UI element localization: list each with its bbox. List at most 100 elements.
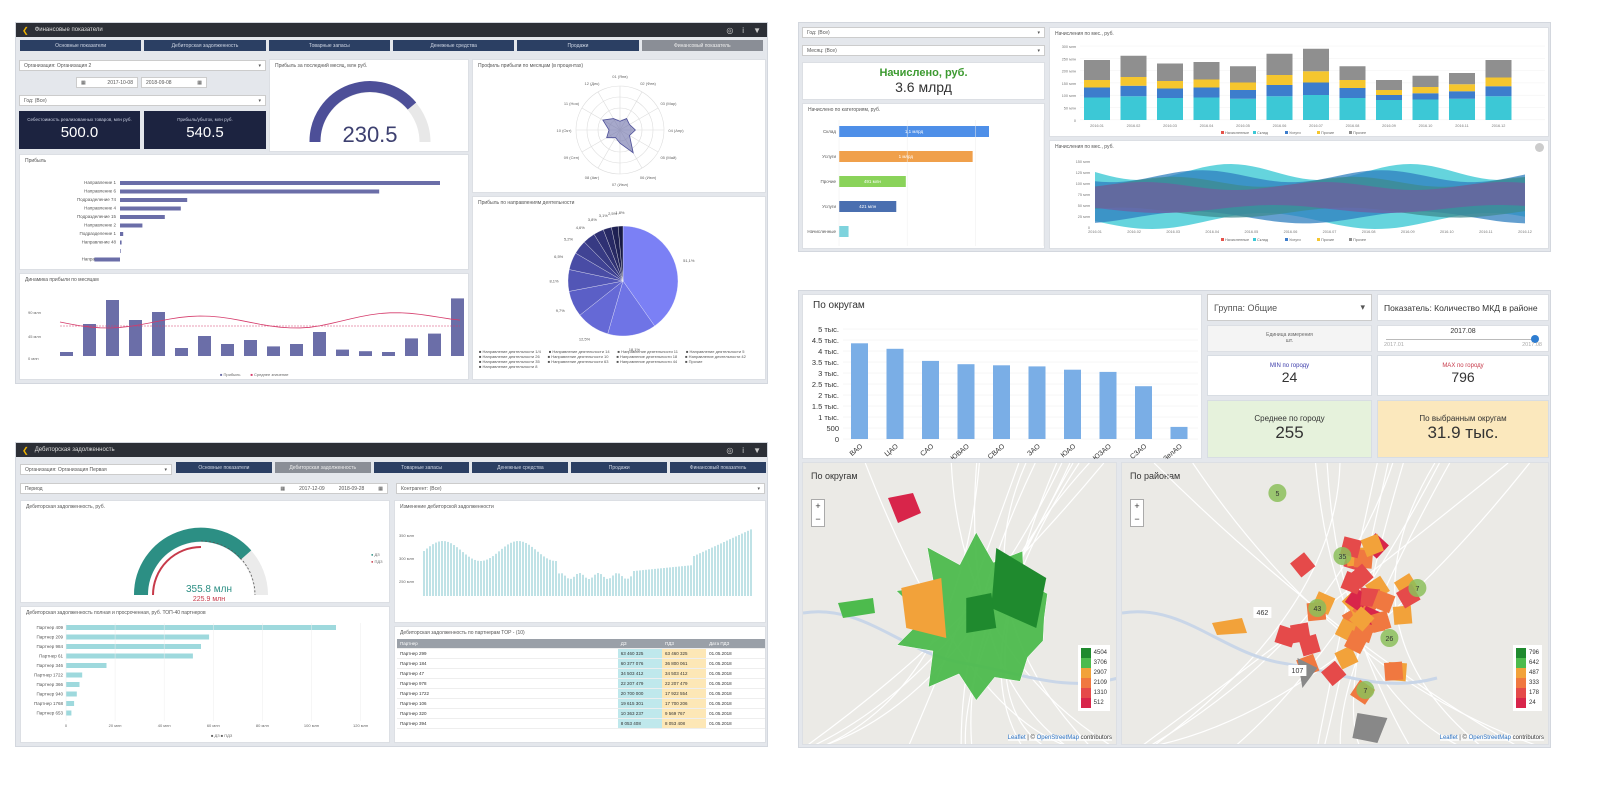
trend-bar bbox=[741, 534, 743, 596]
road bbox=[1153, 463, 1529, 745]
tab-receivables[interactable]: Дебиторская задолженность bbox=[144, 40, 265, 51]
kpi-cost-label: Себестоимость реализованных товаров, млн… bbox=[19, 111, 140, 122]
zoom-out-button[interactable]: − bbox=[812, 513, 824, 526]
date-to-value[interactable]: 2018-09-28 bbox=[339, 486, 365, 492]
x-tick: 40 млн bbox=[158, 723, 171, 728]
stack-x-tick: 2016.03 bbox=[1163, 124, 1177, 128]
period-select[interactable]: Год: (Все) ▾ bbox=[19, 95, 266, 106]
unit-value: шт. bbox=[1208, 338, 1371, 344]
legend-swatch bbox=[1081, 688, 1091, 698]
radar-label: 05 (Май) bbox=[660, 155, 677, 160]
stack-segment bbox=[1194, 88, 1220, 98]
zoom-in-button[interactable]: + bbox=[1131, 500, 1143, 513]
legend-row: 642 bbox=[1516, 658, 1539, 668]
area-shape bbox=[1352, 713, 1387, 743]
stack-segment bbox=[1230, 99, 1256, 120]
stack-segment bbox=[1449, 91, 1475, 99]
pie-legend-item: ■ Прочие bbox=[685, 359, 702, 364]
tab-inventory[interactable]: Товарные запасы bbox=[269, 40, 390, 51]
trend-bar bbox=[615, 573, 617, 596]
calendar-icon: ▦ bbox=[197, 80, 202, 86]
tab-main[interactable]: Основные показатели bbox=[176, 462, 272, 473]
partner-bar bbox=[66, 673, 82, 678]
bar-label: Подразделение 1 bbox=[79, 231, 116, 236]
period-field[interactable]: Период ▦ 2017-12-09 2018-09-28 ▦ bbox=[20, 483, 388, 494]
tab-sales[interactable]: Продажи bbox=[571, 462, 667, 473]
leaflet-link[interactable]: Leaflet bbox=[1440, 735, 1458, 741]
trend-bar bbox=[693, 556, 695, 596]
settings-icon[interactable] bbox=[1535, 143, 1544, 152]
zoom-in-button[interactable]: + bbox=[812, 500, 824, 513]
legend-label: 178 bbox=[1529, 690, 1539, 696]
trend-bar bbox=[747, 531, 749, 596]
stream-x-tick: 2016.08 bbox=[1362, 230, 1376, 234]
trend-bar bbox=[663, 568, 665, 596]
map-areas[interactable]: По районам 5 35 43 7 26 7 462 107 + − 796 642 487… bbox=[1121, 462, 1549, 745]
legend-label: 487 bbox=[1529, 670, 1539, 676]
trend-bar bbox=[603, 577, 605, 596]
tab-sales[interactable]: Продажи bbox=[517, 40, 638, 51]
district-label: ЦАО bbox=[884, 443, 901, 458]
legend-item: ■ Среднее значение bbox=[250, 372, 288, 377]
monthly-title: Динамика прибыли по месяцам bbox=[20, 274, 468, 286]
org-select[interactable]: Организация: Организация 2 ▾ bbox=[19, 60, 266, 71]
org-select[interactable]: Организация: Организация Первая ▾ bbox=[20, 464, 172, 475]
trend-bar bbox=[699, 553, 701, 596]
tab-receivables[interactable]: Дебиторская задолженность bbox=[275, 462, 371, 473]
bar-label: Направление 2 bbox=[84, 223, 116, 228]
tab-cash[interactable]: Денежные средства bbox=[393, 40, 514, 51]
back-icon[interactable]: ❮ bbox=[22, 26, 29, 35]
tab-financial[interactable]: Финансовый показатель bbox=[642, 40, 763, 51]
zoom-out-button[interactable]: − bbox=[1131, 513, 1143, 526]
trend-bar bbox=[492, 556, 494, 596]
info-icon[interactable]: i bbox=[742, 26, 744, 35]
date-to[interactable]: 2018-09-08 ▦ bbox=[141, 77, 207, 88]
tab-inventory[interactable]: Товарные запасы bbox=[374, 462, 470, 473]
chevron-down-icon: ▾ bbox=[1037, 30, 1040, 36]
info-icon[interactable]: i bbox=[742, 446, 744, 455]
stack-chart: 300 млн250 млн200 млн150 млн100 млн50 мл… bbox=[1050, 40, 1550, 138]
partner-bar bbox=[66, 625, 336, 630]
category-value: 491 млн bbox=[864, 179, 881, 184]
bar bbox=[120, 181, 440, 185]
camera-icon[interactable]: ◎ bbox=[726, 26, 733, 35]
trend-bar bbox=[432, 544, 434, 596]
stack-segment bbox=[1413, 87, 1439, 93]
table-cell: 34 503 412 bbox=[662, 669, 706, 678]
map-districts[interactable]: По округам + − 4504 3706 2907 2109 1310 512 L… bbox=[802, 462, 1117, 745]
trend-bar bbox=[456, 547, 458, 596]
district-bar bbox=[958, 364, 975, 439]
slider-track[interactable] bbox=[1386, 339, 1536, 340]
date-from-value[interactable]: 2017-12-09 bbox=[299, 486, 325, 492]
tab-main[interactable]: Основные показатели bbox=[20, 40, 141, 51]
stream-chart: 150 млн125 млн100 млн75 млн50 млн25 млн0… bbox=[1050, 153, 1550, 249]
table-row: Партнер 320 10 363 237 9 569 767 01.05.2018 bbox=[397, 709, 765, 719]
month-select[interactable]: Месяц: (Все) ▾ bbox=[802, 45, 1045, 56]
partner-bar bbox=[66, 711, 71, 716]
legend-label: Прибыль bbox=[224, 372, 241, 377]
back-icon[interactable]: ❮ bbox=[22, 446, 29, 455]
leaflet-link[interactable]: Leaflet bbox=[1008, 735, 1026, 741]
osm-link[interactable]: OpenStreetMap bbox=[1469, 735, 1511, 741]
camera-icon[interactable]: ◎ bbox=[726, 446, 733, 455]
group-select[interactable]: Группа: Общие ▾ bbox=[1207, 294, 1372, 321]
areas-map[interactable]: 5 35 43 7 26 7 462 107 bbox=[1122, 463, 1549, 745]
stack-x-tick: 2016.06 bbox=[1273, 124, 1287, 128]
partner-bar bbox=[66, 644, 201, 649]
legend-item: ■ Прибыль bbox=[220, 372, 240, 377]
bar-y-tick: 3 тыс. bbox=[818, 369, 839, 378]
osm-link[interactable]: OpenStreetMap bbox=[1037, 735, 1079, 741]
counterparty-value: Контрагент: (Все) bbox=[401, 486, 442, 492]
monthly-bar bbox=[175, 348, 188, 356]
districts-map[interactable] bbox=[803, 463, 1117, 745]
chevron-down-icon: ▾ bbox=[1037, 48, 1040, 54]
filter-icon[interactable]: ▼ bbox=[753, 26, 761, 35]
counterparty-select[interactable]: Контрагент: (Все) ▾ bbox=[396, 483, 765, 494]
filter-icon[interactable]: ▼ bbox=[753, 446, 761, 455]
year-select[interactable]: Год: (Все) ▾ bbox=[802, 27, 1045, 38]
stream-x-tick: 2016.06 bbox=[1284, 230, 1298, 234]
monthly-y-2: 0 млн bbox=[28, 356, 39, 361]
date-from[interactable]: ▦ 2017-10-08 bbox=[76, 77, 138, 88]
tab-financial[interactable]: Финансовый показатель bbox=[670, 462, 766, 473]
tab-cash[interactable]: Денежные средства bbox=[472, 462, 568, 473]
